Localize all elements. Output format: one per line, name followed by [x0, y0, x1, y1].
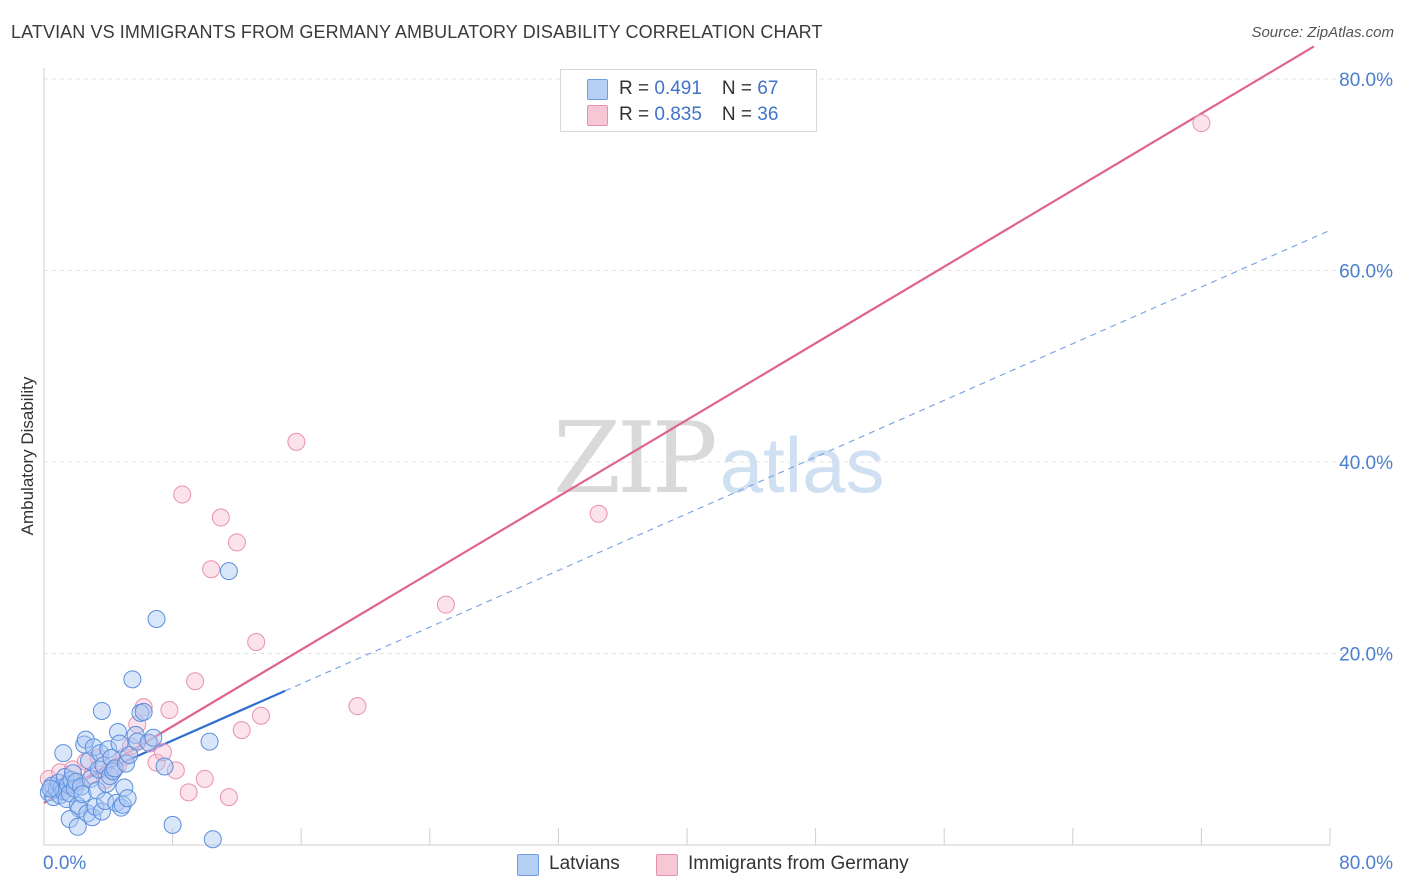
- latvians-point: [68, 817, 87, 836]
- latvians-point: [144, 728, 163, 747]
- latvians-point: [203, 830, 222, 849]
- latvians-point: [147, 610, 166, 629]
- latvians-point: [92, 802, 111, 821]
- legend-n-value: 36: [757, 104, 779, 125]
- y-tick-label: 60.0%: [1339, 262, 1393, 283]
- latvians-point: [112, 798, 131, 817]
- data-points: [39, 114, 1211, 849]
- germany-point: [252, 706, 271, 725]
- legend-n-value: 67: [757, 78, 779, 99]
- legend-n-label: N =: [721, 104, 758, 125]
- chart-title: LATVIAN VS IMMIGRANTS FROM GERMANY AMBUL…: [11, 22, 823, 42]
- germany-point: [287, 432, 306, 451]
- germany-point: [166, 761, 185, 780]
- watermark-zip: ZIP: [553, 402, 718, 516]
- latvians-point: [120, 745, 139, 764]
- latvians-point: [163, 815, 182, 834]
- germany-point: [348, 697, 367, 716]
- legend-label-germany: Immigrants from Germany: [688, 853, 909, 874]
- y-tick-label: 20.0%: [1339, 645, 1393, 666]
- latvians-point: [123, 670, 142, 689]
- watermark: ZIPatlas: [553, 402, 885, 516]
- y-tick-label: 40.0%: [1339, 453, 1393, 474]
- germany-point: [153, 743, 172, 762]
- legend-text-germany: R = 0.835 N = 36: [619, 104, 778, 126]
- watermark-atlas: atlas: [719, 421, 885, 509]
- latvians-point: [73, 785, 92, 804]
- source-credit: Source: ZipAtlas.com: [1251, 24, 1394, 41]
- germany-point: [202, 560, 221, 579]
- latvians-point: [118, 789, 137, 808]
- latvians-point: [139, 733, 158, 752]
- latvians-point: [83, 808, 102, 827]
- legend-text-latvians: R = 0.491 N = 67: [619, 78, 778, 100]
- legend-r-value: 0.491: [654, 78, 702, 99]
- y-tick-label: 80.0%: [1339, 70, 1393, 91]
- legend-box: R = 0.491 N = 67 R = 0.835 N = 36: [560, 69, 817, 132]
- germany-point: [247, 633, 266, 652]
- germany-point: [173, 485, 192, 504]
- germany-point: [160, 700, 179, 719]
- latvians-point: [105, 759, 124, 778]
- x-tick-label: 80.0%: [1339, 853, 1393, 874]
- germany-point: [219, 788, 238, 807]
- germany-swatch: [587, 105, 608, 126]
- trend-lines: [43, 45, 1331, 804]
- germany-point: [436, 595, 455, 614]
- latvians-point: [108, 723, 127, 742]
- germany-point: [232, 721, 251, 740]
- germany-swatch: [656, 854, 678, 876]
- germany-point: [186, 672, 205, 691]
- latvians-point: [54, 744, 73, 763]
- latvians-point: [41, 779, 60, 798]
- legend-n-label: N =: [721, 78, 758, 99]
- latvians-point: [155, 757, 174, 776]
- latvians-swatch: [517, 854, 539, 876]
- latvians-point: [134, 702, 153, 721]
- germany-point: [179, 783, 198, 802]
- germany-point: [134, 698, 153, 717]
- latvians-point: [110, 734, 129, 753]
- latvians-point: [200, 732, 219, 751]
- tick-labels: 20.0% 40.0% 60.0% 80.0% 0.0% 80.0%: [43, 70, 1393, 874]
- latvians-point: [115, 778, 134, 797]
- latvians-point: [68, 796, 87, 815]
- x-tick-label: 0.0%: [43, 853, 86, 874]
- germany-point: [195, 769, 214, 788]
- latvians-trend-extension: [284, 229, 1331, 692]
- latvians-point: [92, 701, 111, 720]
- latvians-swatch: [587, 79, 608, 100]
- legend-r-value: 0.835: [654, 104, 702, 125]
- legend-r-label: R =: [619, 78, 655, 99]
- germany-point: [589, 504, 608, 523]
- latvians-point: [219, 562, 238, 581]
- germany-point: [1192, 114, 1211, 133]
- grid-lines: [44, 78, 1392, 654]
- legend-label-latvians: Latvians: [549, 853, 620, 874]
- axes: [43, 68, 1331, 846]
- legend-r-label: R =: [619, 104, 655, 125]
- latvians-point: [107, 793, 126, 812]
- germany-point: [227, 533, 246, 552]
- germany-trend-line: [43, 45, 1315, 804]
- germany-point: [211, 508, 230, 527]
